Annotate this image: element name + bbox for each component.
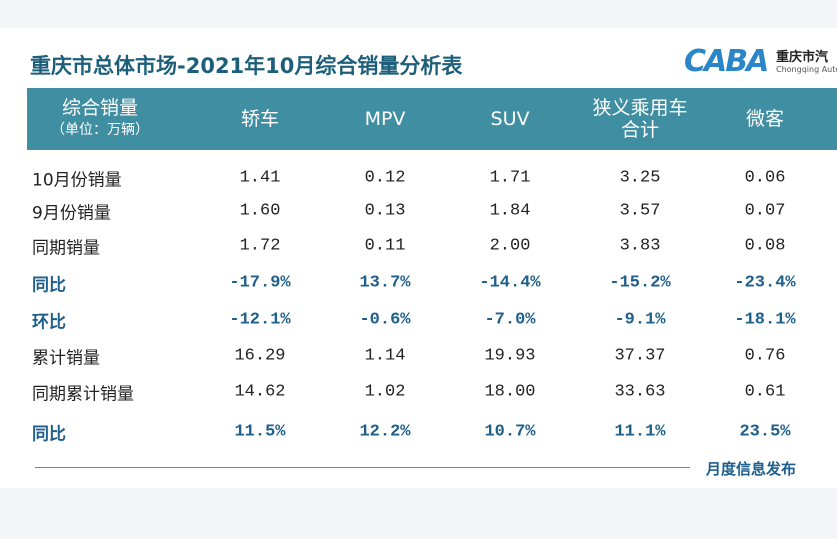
row-label: 10月份销量 (32, 170, 122, 191)
cell-value: -15.2% (609, 273, 671, 293)
row-label: 9月份销量 (32, 203, 111, 224)
footer-rule (35, 467, 690, 468)
table-header: 综合销量 （单位：万辆） 轿车 MPV SUV 狭义乘用车 合计 微客 (27, 88, 837, 150)
cell-value: 13.7% (359, 273, 411, 293)
header-line: 微客 (745, 108, 784, 130)
cell-value: 1.71 (489, 168, 531, 188)
cell-value: 1.14 (364, 346, 406, 366)
cell-value: 33.63 (614, 382, 666, 402)
cell-value: 11.1% (614, 422, 666, 442)
column-header: 狭义乘用车 合计 (560, 88, 720, 150)
cell-value: 1.41 (239, 168, 281, 188)
header-line: MPV (364, 108, 406, 130)
cell-value: -9.1% (614, 310, 666, 330)
column-header: 微客 (685, 88, 837, 150)
column-header: 综合销量 （单位：万辆） (20, 88, 180, 150)
logo-subname: Chongqing Auto (776, 65, 837, 74)
row-label: 累计销量 (32, 348, 100, 369)
row-label: 同比 (32, 275, 66, 296)
cell-value: 0.61 (744, 382, 786, 402)
cell-value: 2.00 (489, 236, 531, 256)
row-label: 同期销量 (32, 238, 100, 259)
row-label: 环比 (32, 312, 66, 333)
cell-value: -12.1% (229, 310, 291, 330)
cell-value: 0.08 (744, 236, 786, 256)
cell-value: 1.02 (364, 382, 406, 402)
header-line: 合计 (620, 119, 659, 141)
title: 重庆市总体市场-2021年10月综合销量分析表 (30, 54, 463, 78)
header-line: （单位：万辆） (51, 122, 149, 138)
header-line: 狭义乘用车 (592, 97, 688, 119)
cell-value: 19.93 (484, 346, 536, 366)
header-line: 轿车 (240, 108, 279, 130)
cell-value: -23.4% (734, 273, 796, 293)
cell-value: -17.9% (229, 273, 291, 293)
cell-value: 0.11 (364, 236, 406, 256)
cell-value: 1.60 (239, 201, 281, 221)
cell-value: 10.7% (484, 422, 536, 442)
row-label: 同期累计销量 (32, 384, 134, 405)
cell-value: 3.25 (619, 168, 661, 188)
column-header: MPV (305, 88, 465, 150)
header-line: SUV (490, 108, 530, 130)
cell-value: 0.12 (364, 168, 406, 188)
logo-mark: CABA (684, 44, 769, 79)
column-header: 轿车 (180, 88, 340, 150)
cell-value: 18.00 (484, 382, 536, 402)
logo-name: 重庆市汽 (776, 50, 829, 65)
cell-value: -0.6% (359, 310, 411, 330)
cell-value: 0.13 (364, 201, 406, 221)
cell-value: 23.5% (739, 422, 791, 442)
cell-value: 0.07 (744, 201, 786, 221)
cell-value: 1.72 (239, 236, 281, 256)
cell-value: 0.76 (744, 346, 786, 366)
cell-value: -18.1% (734, 310, 796, 330)
column-header: SUV (430, 88, 590, 150)
row-label: 同比 (32, 424, 66, 445)
footer-note: 月度信息发布 (706, 460, 797, 478)
cell-value: 3.83 (619, 236, 661, 256)
cell-value: 1.84 (489, 201, 531, 221)
cell-value: -14.4% (479, 273, 541, 293)
cell-value: 14.62 (234, 382, 286, 402)
cell-value: 0.06 (744, 168, 786, 188)
header-line: 综合销量 (61, 97, 138, 119)
cell-value: -7.0% (484, 310, 536, 330)
cell-value: 11.5% (234, 422, 286, 442)
cell-value: 3.57 (619, 201, 661, 221)
cell-value: 12.2% (359, 422, 411, 442)
cell-value: 16.29 (234, 346, 286, 366)
cell-value: 37.37 (614, 346, 666, 366)
